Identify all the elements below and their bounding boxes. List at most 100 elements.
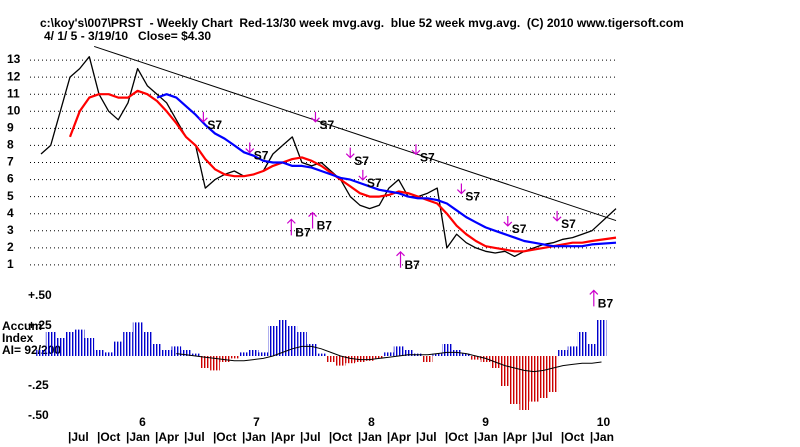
accum-bar	[171, 346, 182, 356]
accum-bar	[393, 346, 404, 356]
signal-arrow	[245, 142, 255, 154]
y-tick-label: 1	[7, 257, 14, 271]
accum-bar	[519, 356, 530, 410]
y-tick-label: -.25	[28, 378, 49, 392]
accum-bar	[355, 356, 365, 362]
y-tick-label: 12	[7, 69, 21, 83]
x-tick-label: |Jan	[126, 430, 150, 444]
signal-arrow	[456, 183, 466, 195]
x-tick-label: |Oct	[329, 430, 352, 444]
chart-title: c:\koy's\007\PRST - Weekly Chart Red-13/…	[40, 16, 684, 30]
accum-bar	[219, 356, 230, 362]
year-label: 10	[597, 415, 611, 429]
chart-subtitle: 4/ 1/ 5 - 3/19/10 Close= $4.30	[44, 29, 211, 43]
x-tick-label: |Apr	[503, 430, 527, 444]
signal-label: B7	[317, 219, 333, 233]
y-tick-label: 10	[7, 103, 21, 117]
accum-bar	[384, 352, 394, 356]
x-tick-label: |Oct	[97, 430, 120, 444]
y-tick-label: 5	[7, 189, 14, 203]
accum-bar	[345, 356, 356, 364]
signal-label: S7	[561, 217, 576, 231]
accum-bar	[567, 346, 578, 356]
signal-arrow	[198, 111, 208, 123]
accum-bar	[65, 332, 75, 356]
accum-bar	[161, 350, 172, 356]
accum-bar	[432, 353, 443, 356]
accum-bar	[113, 341, 124, 356]
x-tick-label: |Jul	[300, 430, 321, 444]
accum-bar	[480, 356, 491, 362]
signal-arrow	[589, 289, 599, 307]
accum-bar	[248, 350, 259, 356]
signal-label: S7	[465, 190, 480, 204]
y-tick-label: 8	[7, 138, 14, 152]
y-tick-label: 3	[7, 223, 14, 237]
accum-bar	[229, 356, 240, 359]
accum-bar	[84, 338, 95, 356]
y-tick-label: 11	[7, 86, 20, 100]
indicator-label: Index	[2, 331, 34, 345]
accum-bar	[451, 350, 462, 356]
x-tick-label: |Oct	[213, 430, 236, 444]
accum-bar	[277, 320, 288, 356]
signal-label: S7	[367, 176, 382, 190]
x-tick-label: |Jul	[68, 430, 89, 444]
signal-arrow	[345, 147, 355, 159]
year-label: 6	[139, 415, 146, 429]
y-tick-label: 2	[7, 240, 14, 254]
signal-label: B7	[598, 297, 614, 311]
accum-bar	[152, 344, 162, 356]
x-tick-label: |Jul	[416, 430, 437, 444]
accum-bar	[364, 356, 375, 361]
y-tick-label: 9	[7, 121, 14, 135]
accum-bar	[297, 332, 307, 356]
signal-label: S7	[512, 222, 527, 236]
x-tick-label: |Oct	[561, 430, 584, 444]
accum-bar	[142, 332, 153, 356]
signal-label: S7	[207, 118, 222, 132]
accum-bar	[461, 353, 472, 356]
x-tick-label: |Jan	[590, 430, 614, 444]
x-tick-label: |Apr	[387, 430, 411, 444]
accum-bar	[45, 332, 56, 356]
accum-bar	[422, 356, 433, 362]
signal-label: S7	[319, 118, 334, 132]
accum-bar	[500, 356, 510, 386]
accum-bar	[471, 356, 481, 360]
x-tick-label: |Jan	[358, 430, 382, 444]
accum-bar	[55, 338, 66, 356]
signal-label: B7	[405, 258, 421, 272]
indicator-label: Accum	[2, 319, 42, 333]
accum-bar	[258, 352, 269, 356]
x-tick-label: |Jul	[184, 430, 205, 444]
signal-label: B7	[295, 226, 311, 240]
signal-label: S7	[254, 149, 269, 163]
price-line	[40, 56, 617, 258]
accum-bar	[596, 320, 607, 356]
signal-arrow	[503, 215, 513, 227]
y-tick-label: -.50	[28, 408, 49, 422]
accum-bar	[529, 356, 539, 402]
accum-bar	[132, 322, 143, 356]
moving-average-line	[156, 93, 617, 248]
accum-bar	[190, 353, 201, 356]
accum-bar	[374, 356, 385, 359]
year-label: 9	[482, 415, 489, 429]
accum-average-line	[176, 345, 602, 373]
accum-bar	[509, 356, 520, 404]
accum-bar	[239, 352, 249, 356]
accum-bar	[200, 356, 211, 368]
x-tick-label: |Apr	[271, 430, 295, 444]
y-tick-label: 7	[7, 155, 14, 169]
signal-label: S7	[420, 150, 435, 164]
year-label: 8	[368, 415, 375, 429]
accum-bar	[577, 332, 588, 356]
year-label: 7	[253, 415, 260, 429]
x-tick-label: |Jan	[242, 430, 266, 444]
accum-bar	[123, 332, 133, 356]
y-tick-label: 13	[7, 52, 21, 66]
accum-bar	[94, 350, 104, 356]
